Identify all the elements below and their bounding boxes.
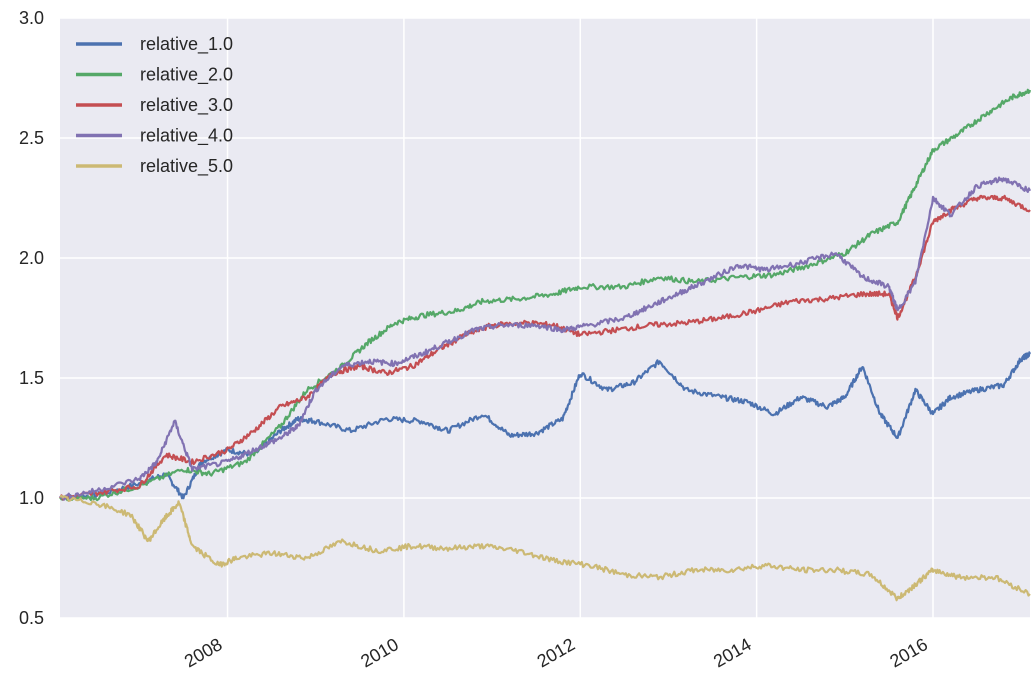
series-line-relative_4.0 [59,176,1031,501]
series-line-relative_5.0 [59,495,1031,602]
legend-label-relative_4.0: relative_4.0 [140,126,233,147]
x-axis-ticks: 2008 2010 2012 2014 2016 [181,634,931,671]
grid [60,17,1030,619]
x-tick-label: 2016 [886,634,931,671]
legend-label-relative_2.0: relative_2.0 [140,65,233,86]
plot-background [60,18,1030,618]
y-tick-label: 2.0 [19,248,44,268]
series-lines [59,88,1032,602]
y-tick-label: 1.5 [19,368,44,388]
series-line-relative_1.0 [59,351,1032,501]
x-tick-label: 2008 [181,634,226,671]
y-tick-label: 0.5 [19,608,44,628]
series-line-relative_2.0 [59,88,1032,502]
y-axis-ticks: 0.5 1.0 1.5 2.0 2.5 3.0 [19,8,44,628]
x-tick-label: 2010 [357,634,402,671]
legend-label-relative_3.0: relative_3.0 [140,95,233,116]
legend: relative_1.0 relative_2.0 relative_3.0rela… [76,34,233,177]
legend-label-relative_1.0: relative_1.0 [140,34,233,55]
legend-label-relative_5.0: relative_5.0 [140,156,233,177]
x-tick-label: 2014 [710,634,755,671]
y-tick-label: 3.0 [19,8,44,28]
x-tick-label: 2012 [534,634,579,671]
y-tick-label: 2.5 [19,128,44,148]
y-tick-label: 1.0 [19,488,44,508]
